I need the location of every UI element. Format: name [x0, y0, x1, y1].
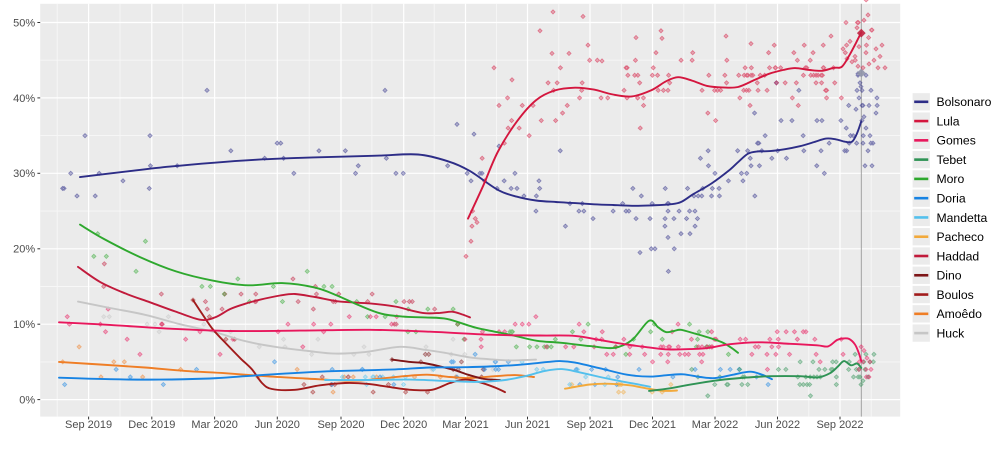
svg-text:40%: 40% — [13, 93, 35, 105]
svg-text:Mar 2020: Mar 2020 — [191, 419, 237, 431]
svg-text:Doria: Doria — [937, 191, 966, 205]
svg-text:Jun 2021: Jun 2021 — [505, 419, 550, 431]
svg-text:Amoêdo: Amoêdo — [937, 307, 983, 321]
svg-text:Dec 2019: Dec 2019 — [128, 419, 175, 431]
svg-text:Mar 2021: Mar 2021 — [442, 419, 488, 431]
svg-text:Tebet: Tebet — [937, 153, 967, 167]
svg-text:Lula: Lula — [937, 114, 960, 128]
svg-text:Sep 2020: Sep 2020 — [317, 419, 364, 431]
svg-text:Sep 2019: Sep 2019 — [65, 419, 112, 431]
svg-text:Mar 2022: Mar 2022 — [692, 419, 738, 431]
svg-text:Dec 2020: Dec 2020 — [380, 419, 427, 431]
svg-text:Boulos: Boulos — [937, 288, 974, 302]
svg-text:Bolsonaro: Bolsonaro — [937, 95, 992, 109]
svg-text:Jun 2022: Jun 2022 — [755, 419, 800, 431]
svg-text:Haddad: Haddad — [937, 249, 980, 263]
svg-text:0%: 0% — [19, 395, 35, 407]
svg-text:Mandetta: Mandetta — [937, 211, 988, 225]
svg-text:Pacheco: Pacheco — [937, 230, 985, 244]
svg-text:Sep 2022: Sep 2022 — [816, 419, 863, 431]
svg-text:10%: 10% — [13, 319, 35, 331]
svg-text:20%: 20% — [13, 244, 35, 256]
svg-text:Sep 2021: Sep 2021 — [566, 419, 613, 431]
svg-text:Dec 2021: Dec 2021 — [629, 419, 676, 431]
svg-text:50%: 50% — [13, 17, 35, 29]
svg-text:Gomes: Gomes — [937, 134, 976, 148]
svg-text:30%: 30% — [13, 168, 35, 180]
svg-text:Moro: Moro — [937, 172, 965, 186]
svg-text:Jun 2020: Jun 2020 — [255, 419, 300, 431]
svg-text:Dino: Dino — [937, 269, 962, 283]
svg-text:Huck: Huck — [937, 326, 966, 340]
